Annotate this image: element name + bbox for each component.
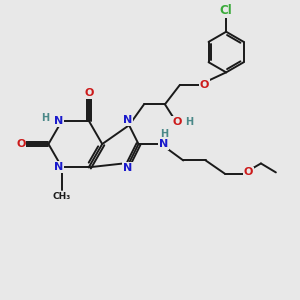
Text: H: H	[185, 117, 193, 127]
Text: O: O	[244, 167, 253, 177]
Text: H: H	[160, 129, 168, 139]
Text: O: O	[200, 80, 209, 90]
Text: N: N	[159, 139, 169, 149]
Text: H: H	[41, 113, 50, 123]
Text: O: O	[172, 117, 182, 127]
Text: N: N	[54, 162, 64, 172]
Text: N: N	[123, 115, 132, 125]
Text: N: N	[54, 116, 64, 126]
Text: CH₃: CH₃	[53, 192, 71, 201]
Text: O: O	[16, 139, 26, 149]
Text: O: O	[84, 88, 94, 98]
Text: Cl: Cl	[220, 4, 233, 17]
Text: N: N	[123, 163, 132, 173]
